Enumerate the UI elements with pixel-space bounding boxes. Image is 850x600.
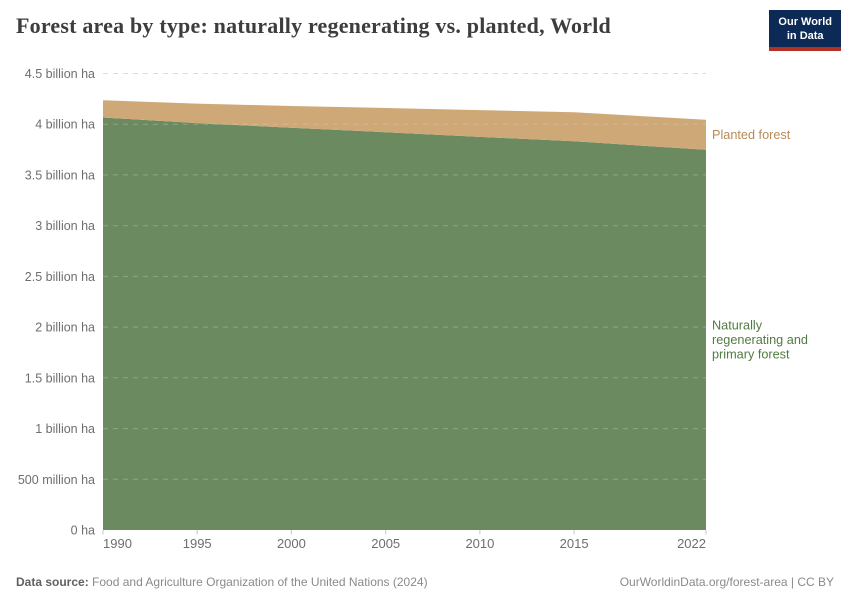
owid-logo-line1: Our World bbox=[778, 16, 832, 28]
area-natural[interactable] bbox=[103, 117, 706, 531]
credit-link[interactable]: OurWorldinData.org/forest-area | CC BY bbox=[619, 575, 834, 589]
x-axis-label: 2005 bbox=[371, 536, 400, 551]
data-source: Data source: Food and Agriculture Organi… bbox=[16, 575, 428, 589]
x-axis-label: 2022 bbox=[677, 536, 706, 551]
owid-logo-line2: in Data bbox=[786, 30, 824, 43]
data-source-text: Food and Agriculture Organization of the… bbox=[88, 575, 428, 589]
x-axis-label: 2015 bbox=[560, 536, 589, 551]
x-axis-label: 1990 bbox=[103, 536, 132, 551]
x-axis-label: 1995 bbox=[183, 536, 212, 551]
x-axis-label: 2000 bbox=[277, 536, 306, 551]
y-axis-label: 500 million ha bbox=[18, 473, 95, 487]
chart-title: Forest area by type: naturally regenerat… bbox=[16, 13, 611, 38]
y-axis-label: 2.5 billion ha bbox=[25, 270, 95, 284]
y-axis-label: 4 billion ha bbox=[35, 118, 95, 132]
area-planted[interactable] bbox=[103, 100, 706, 150]
x-axis-label: 2010 bbox=[465, 536, 494, 551]
series-label-planted: Planted forest bbox=[712, 128, 791, 142]
y-axis-label: 3.5 billion ha bbox=[25, 168, 95, 182]
y-axis-label: 1 billion ha bbox=[35, 422, 95, 436]
y-axis-label: 3 billion ha bbox=[35, 219, 95, 233]
y-axis-label: 2 billion ha bbox=[35, 321, 95, 335]
data-source-label: Data source: bbox=[16, 575, 89, 589]
y-axis-label: 0 ha bbox=[71, 524, 95, 538]
y-axis-label: 1.5 billion ha bbox=[25, 371, 95, 385]
owid-logo[interactable]: Our World in Data bbox=[769, 10, 841, 51]
chart-footer: Data source: Food and Agriculture Organi… bbox=[16, 575, 834, 589]
series-label-natural: Naturally regenerating and primary forest bbox=[712, 319, 808, 362]
y-axis-label: 4.5 billion ha bbox=[25, 67, 95, 81]
